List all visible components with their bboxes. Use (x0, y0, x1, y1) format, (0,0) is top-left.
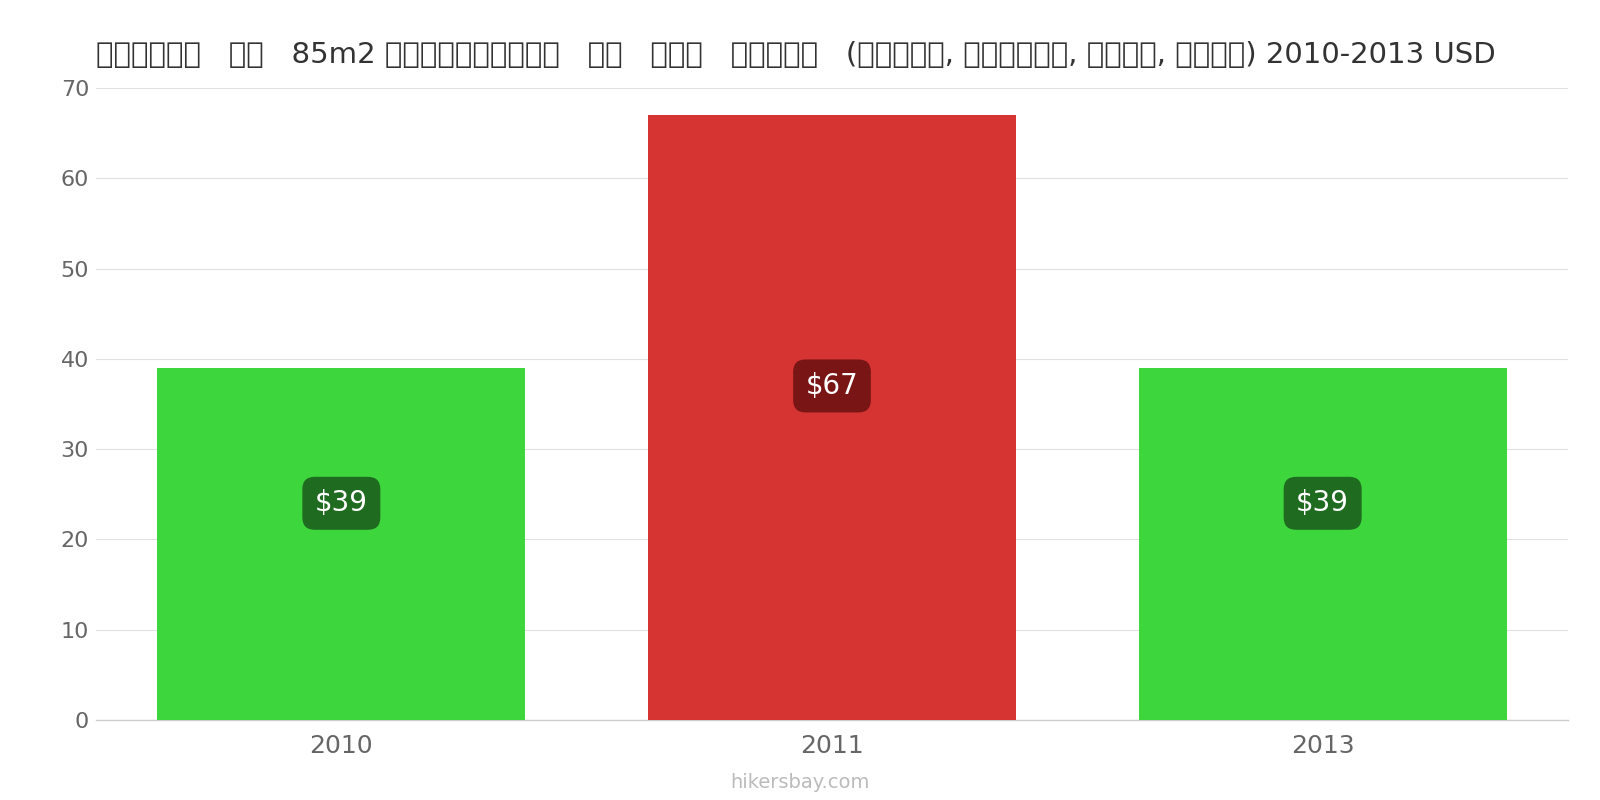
Bar (648, 115, 1016, 720)
Bar (1139, 368, 1507, 720)
Text: सीरिया   एक   85m2 अपार्टमेंट   के   लिए   शुल्क   (बिजली, हीटिंग, पानी, कचरा) 2: सीरिया एक 85m2 अपार्टमेंट के लिए शुल्क (… (96, 41, 1496, 69)
Text: $39: $39 (315, 490, 368, 518)
Text: $39: $39 (1296, 490, 1349, 518)
Text: $67: $67 (806, 372, 858, 400)
Text: hikersbay.com: hikersbay.com (730, 773, 870, 792)
Bar (157, 368, 525, 720)
